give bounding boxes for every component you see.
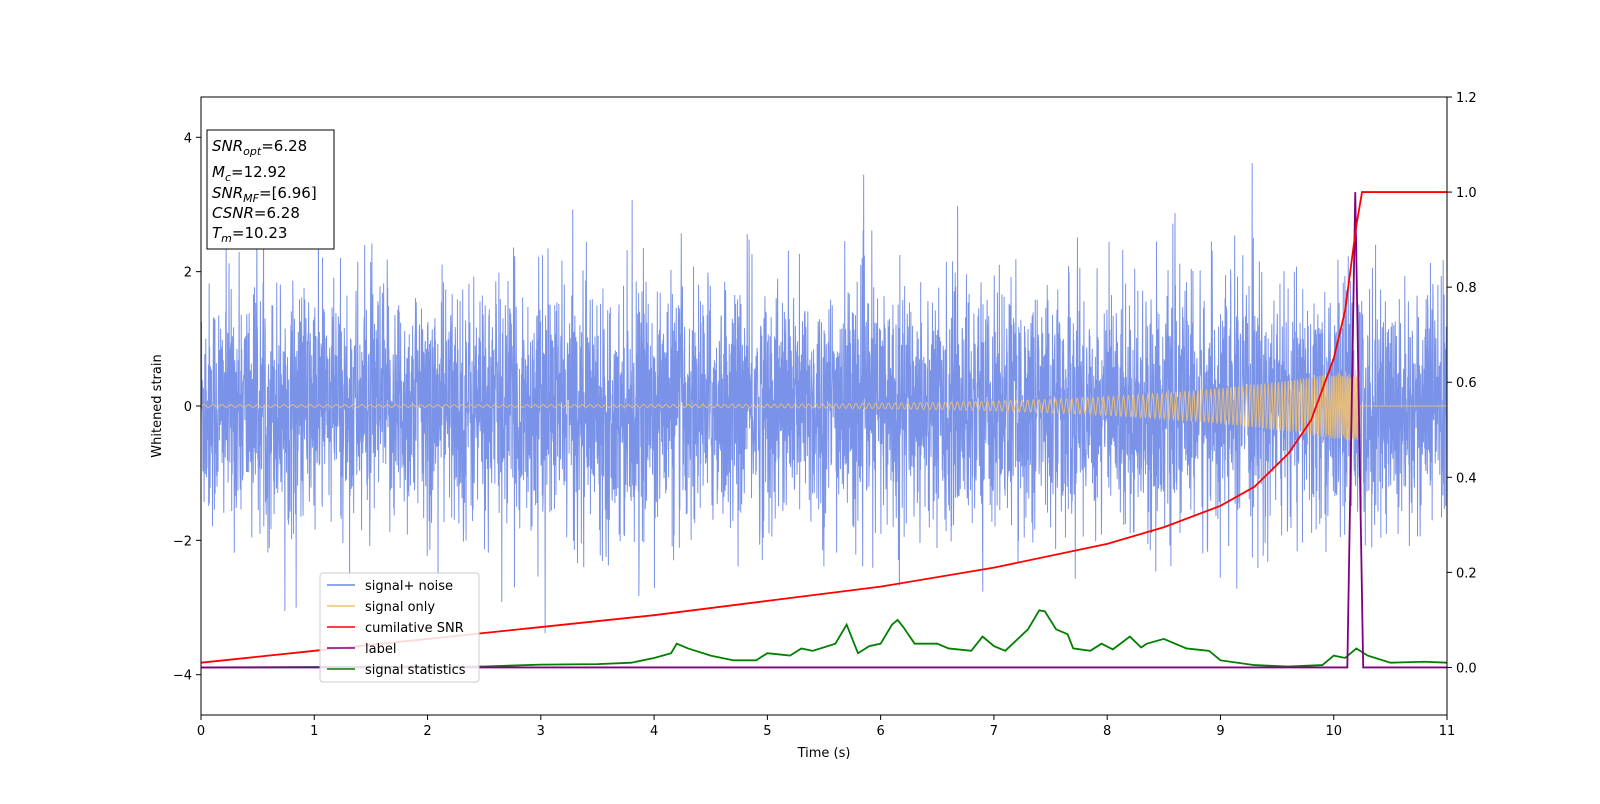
info-box-frame [206, 129, 335, 250]
series-signal-statistics-line [201, 609, 1447, 669]
info-mc: Mc=12.92 [212, 163, 287, 184]
series-label-line [201, 192, 1447, 669]
y-tick-label: −4 [173, 669, 192, 684]
x-tick-label: 8 [1103, 724, 1111, 739]
legend-label-signal-statistics: signal statistics [365, 663, 466, 678]
y-tick-label: −2 [173, 534, 192, 549]
y-axis-left: 4 2 0 −2 −4 [173, 131, 201, 684]
x-tick-label: 5 [763, 724, 771, 739]
x-tick-label: 10 [1325, 724, 1342, 739]
info-box: SNRopt=6.28 Mc=12.92 SNRMF=[6.96] CSNR=6… [206, 129, 335, 250]
y-tick-label: 4 [184, 131, 192, 146]
y2-tick-label: 0.2 [1456, 566, 1477, 581]
legend-label-signal-noise: signal+ noise [365, 579, 453, 594]
x-axis: 0 1 2 3 4 5 6 7 8 9 10 11 [197, 715, 1455, 739]
info-csnr: CSNR=6.28 [212, 204, 300, 222]
x-tick-label: 9 [1216, 724, 1224, 739]
y-tick-label: 0 [184, 400, 192, 415]
x-tick-label: 4 [650, 724, 658, 739]
x-tick-label: 1 [310, 724, 318, 739]
x-tick-label: 6 [876, 724, 884, 739]
y2-tick-label: 0.4 [1456, 471, 1477, 486]
x-tick-label: 0 [197, 724, 205, 739]
legend: signal+ noise signal only cumilative SNR… [319, 572, 480, 683]
y-axis-label: Whitened strain [150, 354, 165, 457]
plot-area [201, 163, 1447, 669]
legend-frame [319, 572, 480, 683]
legend-label-label: label [365, 642, 396, 657]
y2-tick-label: 0.0 [1456, 661, 1477, 676]
x-axis-label: Time (s) [797, 746, 851, 761]
x-tick-label: 3 [537, 724, 545, 739]
x-tick-label: 2 [423, 724, 431, 739]
x-tick-label: 11 [1439, 724, 1456, 739]
y2-tick-label: 1.0 [1456, 186, 1477, 201]
y2-tick-label: 1.2 [1456, 91, 1477, 106]
y-tick-label: 2 [184, 266, 192, 281]
legend-label-signal-only: signal only [365, 600, 435, 615]
series-signal-only-line [201, 369, 1447, 444]
info-tm: Tm=10.23 [212, 224, 287, 245]
info-snr-opt: SNRopt=6.28 [212, 137, 307, 158]
series-cumulative-snr-line [201, 191, 1447, 664]
info-snr-mf: SNRMF=[6.96] [212, 184, 317, 205]
y2-tick-label: 0.8 [1456, 281, 1477, 296]
y2-tick-label: 0.6 [1456, 376, 1477, 391]
legend-label-cumulative-snr: cumilative SNR [365, 621, 464, 636]
x-tick-label: 7 [990, 724, 998, 739]
y-axis-right: 1.2 1.0 0.8 0.6 0.4 0.2 0.0 [1447, 91, 1477, 676]
